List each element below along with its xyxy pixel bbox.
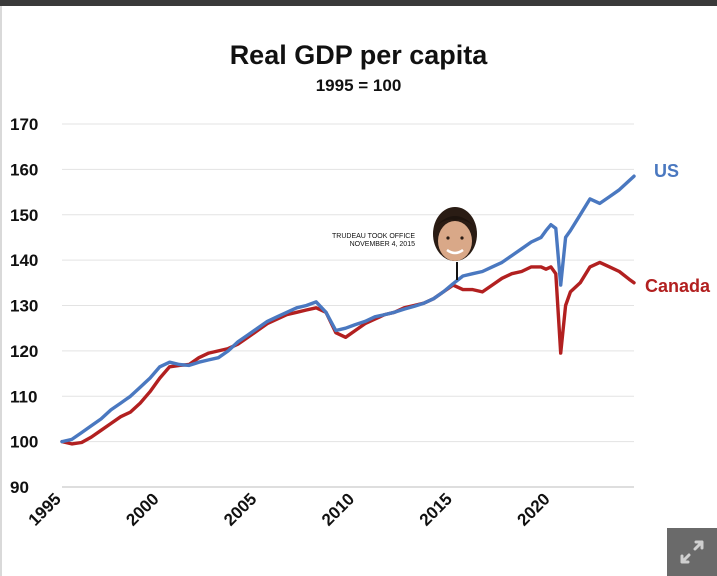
series-line-us — [60, 174, 636, 444]
chart-subtitle: 1995 = 100 — [315, 76, 402, 95]
series-label-us: US — [654, 161, 679, 181]
x-tick-label: 2020 — [514, 489, 554, 529]
expand-icon — [680, 540, 704, 564]
annotation-text: NOVEMBER 4, 2015 — [350, 241, 415, 248]
y-tick-label: 170 — [10, 115, 38, 134]
y-tick-label: 150 — [10, 206, 38, 225]
x-tick-label: 1995 — [25, 489, 65, 529]
y-tick-label: 120 — [10, 342, 38, 361]
series-labels: US Canada — [645, 161, 711, 296]
y-tick-label: 160 — [10, 160, 38, 179]
series-line-canada — [60, 260, 636, 446]
frame-border — [0, 6, 2, 576]
grid-lines — [62, 123, 634, 488]
y-tick-label: 110 — [10, 387, 37, 406]
x-axis-ticks: 1995 2000 2005 2010 2015 2020 — [25, 489, 554, 529]
y-tick-label: 130 — [10, 297, 38, 316]
expand-button[interactable] — [667, 528, 717, 576]
x-tick-label: 2010 — [318, 489, 358, 529]
series-lines — [60, 174, 636, 446]
y-axis-ticks: 170 160 150 140 130 120 110 100 90 — [10, 115, 38, 497]
y-tick-label: 90 — [10, 478, 29, 497]
x-tick-label: 2000 — [122, 489, 162, 529]
annotation-text: TRUDEAU TOOK OFFICE — [332, 233, 415, 240]
x-tick-label: 2005 — [220, 489, 260, 529]
y-tick-label: 100 — [10, 433, 38, 452]
top-bar — [0, 0, 717, 6]
x-tick-label: 2015 — [416, 489, 456, 529]
y-tick-label: 140 — [10, 251, 38, 270]
chart-title: Real GDP per capita — [229, 40, 488, 70]
portrait-icon — [433, 207, 477, 261]
series-label-canada: Canada — [645, 276, 711, 296]
